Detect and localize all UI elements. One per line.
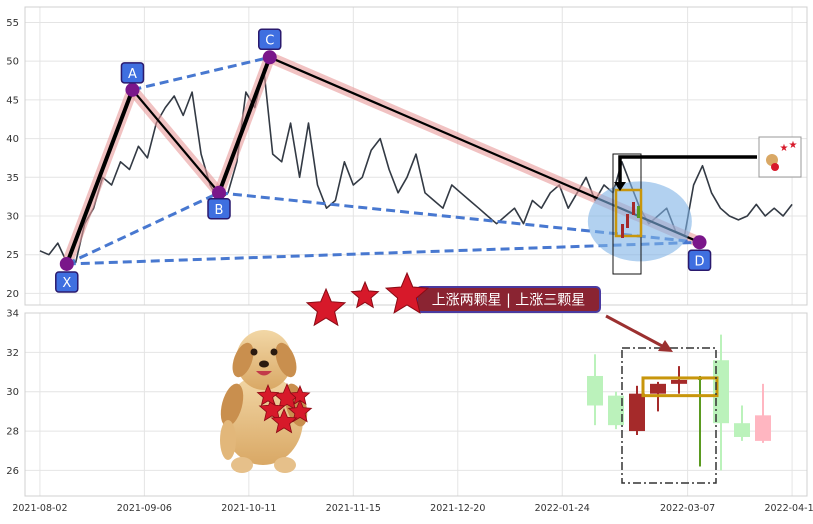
pattern-focus-box xyxy=(621,347,717,484)
lower-panel-frame xyxy=(24,312,808,497)
point-label-box-D xyxy=(687,249,712,272)
candle-body xyxy=(587,375,603,406)
point-marker-A xyxy=(125,82,140,97)
puppy-eye xyxy=(250,348,258,356)
candle-body xyxy=(734,423,750,437)
puppy-nose xyxy=(259,360,269,368)
callout-arrow-line xyxy=(618,155,757,185)
red-star-icon xyxy=(384,271,430,314)
point-label-X: X xyxy=(62,276,71,291)
thumbnail-star-icon: ★ xyxy=(789,140,798,151)
lower-y-tick-label: 32 xyxy=(6,348,19,359)
annotation-banner-text: 上涨两颗星 | 上涨三颗星 xyxy=(432,293,586,309)
point-label-B: B xyxy=(215,203,224,218)
x-tick-label: 2021-12-20 xyxy=(430,503,485,514)
point-marker-D xyxy=(692,235,707,250)
point-label-D: D xyxy=(695,254,705,269)
puppy-eye xyxy=(270,348,278,356)
x-tick-label: 2022-04-11 xyxy=(764,503,813,514)
upper-y-tick-label: 50 xyxy=(6,57,19,68)
upper-y-tick-label: 30 xyxy=(6,211,19,222)
held-star-icon xyxy=(270,407,298,434)
point-label-box-A xyxy=(120,62,145,84)
dashed-connector-AC xyxy=(132,55,271,92)
point-label-box-B xyxy=(207,198,231,220)
thumbnail-star-cluster xyxy=(771,163,779,171)
mini-pattern-frame xyxy=(614,188,643,238)
wave-line-BC xyxy=(217,56,272,194)
x-tick-label: 2022-01-24 xyxy=(535,503,590,514)
callout-arrow-head xyxy=(614,182,626,191)
puppy-mouth xyxy=(256,371,272,376)
point-label-A: A xyxy=(128,67,137,82)
puppy-tail xyxy=(220,420,236,460)
candle-body xyxy=(671,379,687,384)
candle-body xyxy=(650,383,666,394)
point-label-C: C xyxy=(265,33,274,48)
x-tick-label: 2021-10-11 xyxy=(221,503,276,514)
banner-arrow-line xyxy=(605,314,665,349)
lower-y-tick-label: 34 xyxy=(6,309,19,320)
mini-candle xyxy=(637,206,640,218)
puppy-paw xyxy=(231,457,253,473)
held-star-icon xyxy=(289,384,311,405)
upper-y-tick-label: 20 xyxy=(6,289,19,300)
point-marker-X xyxy=(59,256,74,271)
upper-y-tick-label: 35 xyxy=(6,173,19,184)
held-star-icon xyxy=(258,395,286,422)
dashed-connector-XD xyxy=(66,240,700,266)
puppy-mascot-icon xyxy=(220,330,313,473)
upper-y-tick-label: 40 xyxy=(6,134,19,145)
point-marker-C xyxy=(262,50,277,65)
red-star-icon xyxy=(350,280,380,309)
held-star-icon xyxy=(287,398,313,423)
candle-body xyxy=(755,415,771,441)
pattern-highlight-frame xyxy=(641,376,719,398)
red-star-icon xyxy=(305,287,347,327)
mini-candle xyxy=(626,214,629,228)
puppy-ear-r2 xyxy=(275,342,297,378)
upper-y-tick-label: 25 xyxy=(6,250,19,261)
lower-y-tick-label: 30 xyxy=(6,387,19,398)
thumbnail-frame xyxy=(758,136,802,178)
mini-candle xyxy=(632,202,635,215)
candle-body xyxy=(713,360,729,424)
wave-line-AB xyxy=(131,89,220,194)
banner-arrow-head xyxy=(658,340,673,352)
x-tick-label: 2021-09-06 xyxy=(117,503,172,514)
dashed-connector-XB xyxy=(66,191,220,266)
upper-y-tick-label: 45 xyxy=(6,95,19,106)
lower-y-tick-label: 26 xyxy=(6,466,19,477)
point-label-box-X xyxy=(55,271,79,293)
thumbnail-star-icon: ★ xyxy=(780,143,789,154)
point-marker-B xyxy=(212,185,227,200)
x-tick-label: 2021-08-02 xyxy=(12,503,67,514)
upper-y-tick-label: 55 xyxy=(6,18,19,29)
puppy-ear-left xyxy=(220,383,244,427)
point-label-box-C xyxy=(257,28,282,51)
x-tick-label: 2022-03-07 xyxy=(660,503,715,514)
lower-y-tick-label: 28 xyxy=(6,427,19,438)
candle-body xyxy=(629,393,645,432)
held-star-icon xyxy=(256,383,280,406)
wave-line-XA xyxy=(64,89,135,265)
puppy-ear-l2 xyxy=(232,342,254,378)
dashed-connector-BD xyxy=(218,191,700,244)
puppy-paw xyxy=(274,457,296,473)
candle-body xyxy=(608,395,624,426)
mini-candle xyxy=(621,224,624,238)
x-tick-label: 2021-11-15 xyxy=(326,503,381,514)
